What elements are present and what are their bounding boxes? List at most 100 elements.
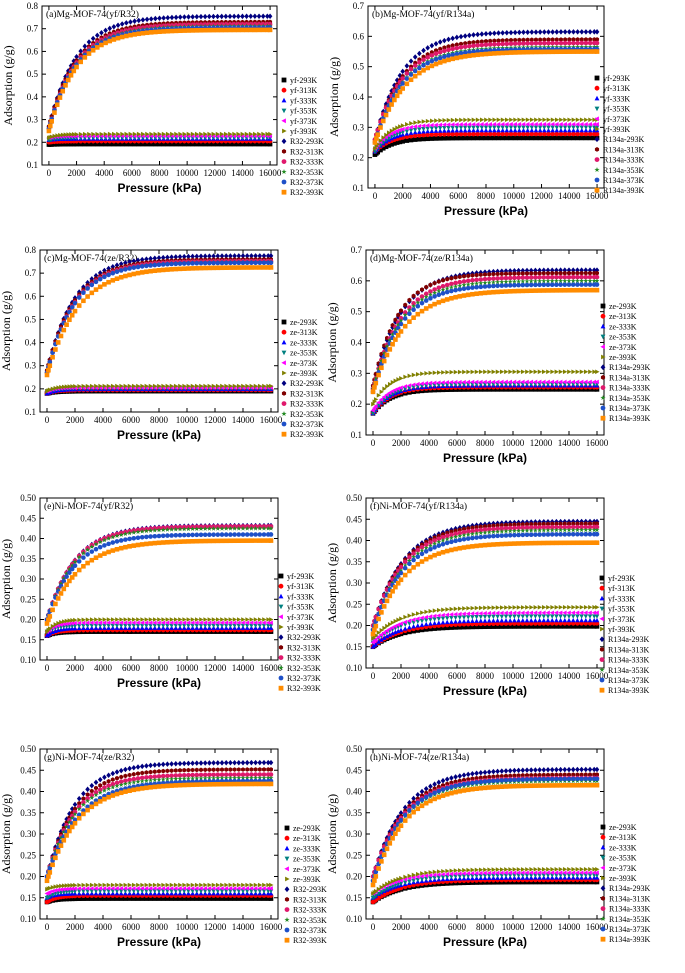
data-point bbox=[442, 135, 447, 141]
legend-marker bbox=[281, 87, 287, 93]
data-point bbox=[571, 125, 576, 130]
data-point bbox=[516, 532, 521, 538]
data-point bbox=[81, 555, 86, 560]
data-point bbox=[111, 37, 117, 42]
data-point bbox=[500, 30, 505, 36]
data-point bbox=[467, 32, 472, 39]
data-point bbox=[203, 617, 208, 622]
data-point bbox=[458, 54, 464, 60]
data-point bbox=[421, 63, 426, 68]
data-point bbox=[567, 117, 572, 123]
data-point bbox=[415, 611, 421, 616]
data-point bbox=[454, 128, 460, 133]
legend-label: R32-353K bbox=[290, 168, 324, 177]
data-point bbox=[587, 287, 593, 293]
data-point bbox=[465, 285, 471, 291]
data-point bbox=[575, 282, 580, 287]
data-point bbox=[202, 265, 208, 271]
legend-label: ze-393K bbox=[609, 353, 637, 362]
data-point bbox=[528, 282, 534, 288]
data-point bbox=[433, 40, 439, 47]
x-tick-label: 12000 bbox=[530, 191, 553, 201]
data-point bbox=[102, 543, 107, 548]
data-point bbox=[114, 539, 120, 544]
data-point bbox=[566, 532, 572, 537]
data-point bbox=[483, 131, 489, 137]
x-tick-label: 8000 bbox=[477, 191, 496, 201]
legend-label: yf-313K bbox=[290, 86, 317, 95]
data-series bbox=[44, 265, 274, 378]
data-point bbox=[537, 282, 542, 288]
data-point bbox=[404, 125, 409, 131]
data-point bbox=[207, 260, 212, 266]
data-point bbox=[253, 265, 258, 270]
y-tick-label: 0.45 bbox=[20, 765, 36, 775]
legend-label: R134a-293K bbox=[609, 363, 651, 372]
data-point bbox=[72, 308, 78, 314]
chart-title: (b)Mg-MOF-74(yf/R134a) bbox=[372, 9, 474, 20]
data-point bbox=[487, 369, 492, 375]
data-point bbox=[462, 125, 468, 130]
data-point bbox=[114, 276, 120, 281]
data-point bbox=[483, 369, 488, 375]
x-axis-label: Pressure (kPa) bbox=[444, 204, 528, 218]
data-point bbox=[566, 122, 572, 127]
data-point bbox=[546, 49, 551, 55]
legend-marker bbox=[281, 401, 287, 406]
data-point bbox=[541, 44, 547, 50]
data-point bbox=[161, 617, 166, 622]
data-point bbox=[496, 135, 501, 141]
data-point bbox=[402, 323, 408, 329]
data-point bbox=[579, 49, 585, 54]
data-point bbox=[520, 605, 526, 610]
x-tick-label: 10000 bbox=[176, 663, 199, 673]
data-point bbox=[127, 617, 133, 622]
data-point bbox=[370, 389, 376, 395]
data-point bbox=[478, 369, 484, 375]
data-point bbox=[541, 604, 547, 610]
data-point bbox=[587, 49, 593, 54]
y-tick-label: 0.3 bbox=[27, 115, 39, 125]
data-point bbox=[404, 138, 410, 143]
data-point bbox=[46, 128, 52, 134]
data-point bbox=[53, 347, 58, 352]
data-point bbox=[432, 301, 437, 307]
data-point bbox=[562, 127, 568, 133]
data-point bbox=[106, 617, 112, 622]
x-tick-label: 10000 bbox=[176, 415, 199, 425]
data-point bbox=[118, 538, 124, 543]
x-tick-label: 10000 bbox=[176, 168, 199, 178]
y-axis-label: Adsorption (g/g) bbox=[1, 45, 15, 125]
data-point bbox=[504, 41, 510, 47]
data-point bbox=[500, 117, 506, 123]
data-point bbox=[181, 261, 187, 266]
data-point bbox=[594, 287, 600, 293]
data-point bbox=[550, 369, 555, 375]
data-point bbox=[504, 369, 509, 375]
data-point bbox=[450, 128, 455, 133]
data-point bbox=[533, 135, 539, 141]
data-point bbox=[486, 283, 492, 289]
data-point bbox=[76, 303, 82, 308]
data-point bbox=[575, 287, 580, 293]
data-point bbox=[231, 27, 237, 33]
data-point bbox=[78, 131, 84, 137]
data-point bbox=[437, 60, 443, 65]
data-point bbox=[504, 50, 510, 56]
data-point bbox=[106, 549, 111, 555]
data-point bbox=[546, 369, 551, 375]
data-point bbox=[219, 131, 225, 137]
data-point bbox=[516, 605, 522, 610]
data-point bbox=[495, 369, 501, 375]
legend-marker bbox=[594, 116, 599, 122]
data-point bbox=[550, 125, 555, 130]
data-point bbox=[248, 13, 254, 20]
data-point bbox=[186, 14, 191, 20]
data-point bbox=[236, 538, 242, 543]
data-point bbox=[161, 131, 167, 137]
data-point bbox=[152, 533, 158, 539]
data-point bbox=[521, 127, 526, 133]
data-point bbox=[486, 534, 492, 539]
data-point bbox=[525, 49, 530, 55]
data-point bbox=[504, 37, 509, 43]
